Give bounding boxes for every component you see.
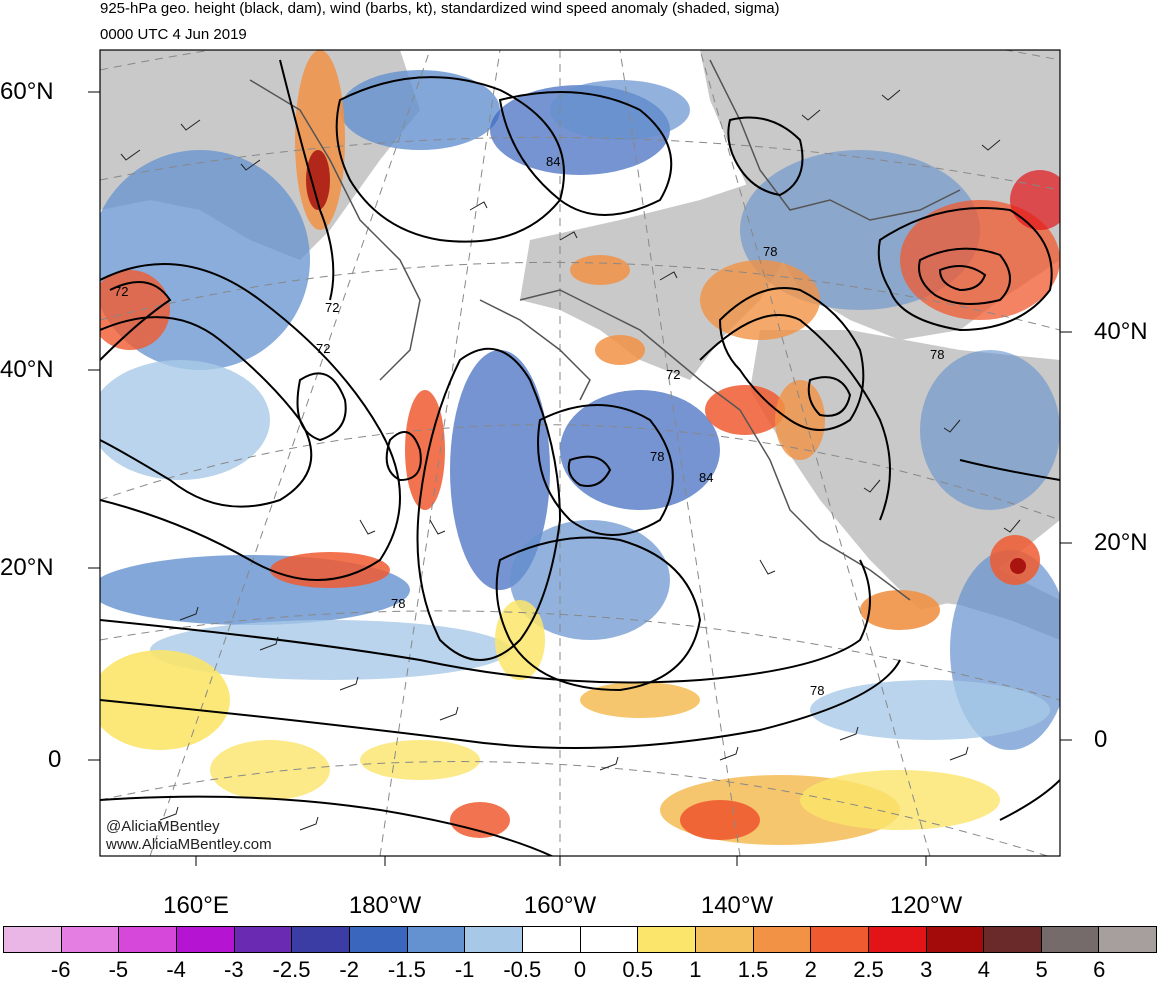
- lat-label-right: 40°N: [1094, 318, 1148, 345]
- graticule: [100, 50, 1060, 856]
- contour-label: 84: [699, 470, 713, 485]
- colorbar-swatch: [292, 927, 350, 952]
- colorbar-label: 1.5: [737, 957, 769, 982]
- colorbar-label: 1: [689, 957, 702, 982]
- colorbar: [3, 926, 1157, 953]
- colorbar-label: -2: [339, 957, 359, 982]
- colorbar-label: -0.5: [503, 957, 542, 982]
- axis-ticks: [88, 91, 1072, 866]
- lon-label: 120°W: [889, 892, 963, 919]
- colorbar-swatch: [580, 927, 639, 952]
- colorbar-label: -6: [50, 957, 71, 982]
- colorbar-swatch: [465, 927, 523, 952]
- watermark-site: www.AliciaMBentley.com: [106, 836, 272, 853]
- lat-label-right: 0: [1094, 726, 1108, 753]
- map-title: 925-hPa geo. height (black, dam), wind (…: [100, 0, 780, 17]
- colorbar-swatch: [176, 927, 235, 952]
- colorbar-swatch: [753, 927, 812, 952]
- colorbar-swatch: [522, 927, 581, 952]
- colorbar-swatch: [407, 927, 466, 952]
- contour-label: 78: [930, 347, 944, 362]
- colorbar-label: -4: [166, 957, 186, 982]
- colorbar-label: 6: [1093, 957, 1106, 982]
- colorbar-label: -5: [108, 957, 129, 982]
- lat-label-left: 20°N: [0, 554, 54, 581]
- colorbar-label: 5: [1035, 957, 1048, 982]
- colorbar-label: -1: [454, 957, 475, 982]
- lat-label-left: 60°N: [0, 78, 54, 105]
- anomaly-shading: [100, 50, 1060, 845]
- height-contours: [100, 59, 1060, 856]
- lat-label-right: 20°N: [1094, 529, 1148, 556]
- colorbar-label: -2.5: [272, 957, 311, 982]
- colorbar-swatch: [349, 927, 408, 952]
- contour-label: 78: [650, 449, 664, 464]
- colorbar-swatch: [868, 927, 927, 952]
- weather-map: 84 78 72 72 72 72 78 78 84 78 78: [88, 49, 1072, 866]
- lat-label-left: 0: [48, 746, 62, 773]
- contour-label: 72: [666, 367, 680, 382]
- coastlines: [249, 59, 961, 601]
- colorbar-swatch: [695, 927, 754, 952]
- contour-label: 72: [325, 300, 339, 315]
- contour-labels: 84 78 72 72 72 72 78 78 84 78 78: [114, 154, 944, 698]
- colorbar-label: 2.5: [853, 957, 884, 982]
- contour-label: 72: [114, 284, 128, 299]
- map-frame: [99, 49, 1061, 857]
- colorbar-label: -3: [224, 957, 244, 982]
- lat-label-left: 40°N: [0, 356, 54, 383]
- colorbar-swatch: [1099, 927, 1157, 952]
- map-valid-time: 0000 UTC 4 Jun 2019: [100, 26, 247, 43]
- contour-label: 84: [546, 154, 560, 169]
- colorbar-label: 2: [804, 957, 817, 982]
- colorbar-label: 0: [573, 957, 587, 982]
- colorbar-label: -1.5: [387, 957, 426, 982]
- contour-label: 78: [810, 683, 824, 698]
- lon-label: 160°E: [163, 892, 229, 919]
- colorbar-swatch: [1041, 927, 1100, 952]
- contour-label: 78: [391, 596, 405, 611]
- colorbar-label: 0.5: [622, 957, 653, 982]
- watermark-handle: @AliciaMBentley: [106, 818, 220, 835]
- colorbar-label: 4: [977, 957, 991, 982]
- colorbar-swatch: [4, 927, 62, 952]
- contour-label: 78: [763, 244, 777, 259]
- colorbar-label: 3: [920, 957, 933, 982]
- wind-barbs: [120, 89, 1021, 831]
- colorbar-swatch: [926, 927, 985, 952]
- lon-label: 160°W: [523, 892, 597, 919]
- colorbar-swatch: [984, 927, 1042, 952]
- lon-label: 140°W: [700, 892, 774, 919]
- colorbar-swatch: [119, 927, 177, 952]
- lon-label: 180°W: [348, 892, 422, 919]
- colorbar-swatch: [811, 927, 869, 952]
- colorbar-swatch: [234, 927, 293, 952]
- contour-label: 72: [316, 341, 330, 356]
- colorbar-swatch: [638, 927, 696, 952]
- colorbar-swatch: [61, 927, 120, 952]
